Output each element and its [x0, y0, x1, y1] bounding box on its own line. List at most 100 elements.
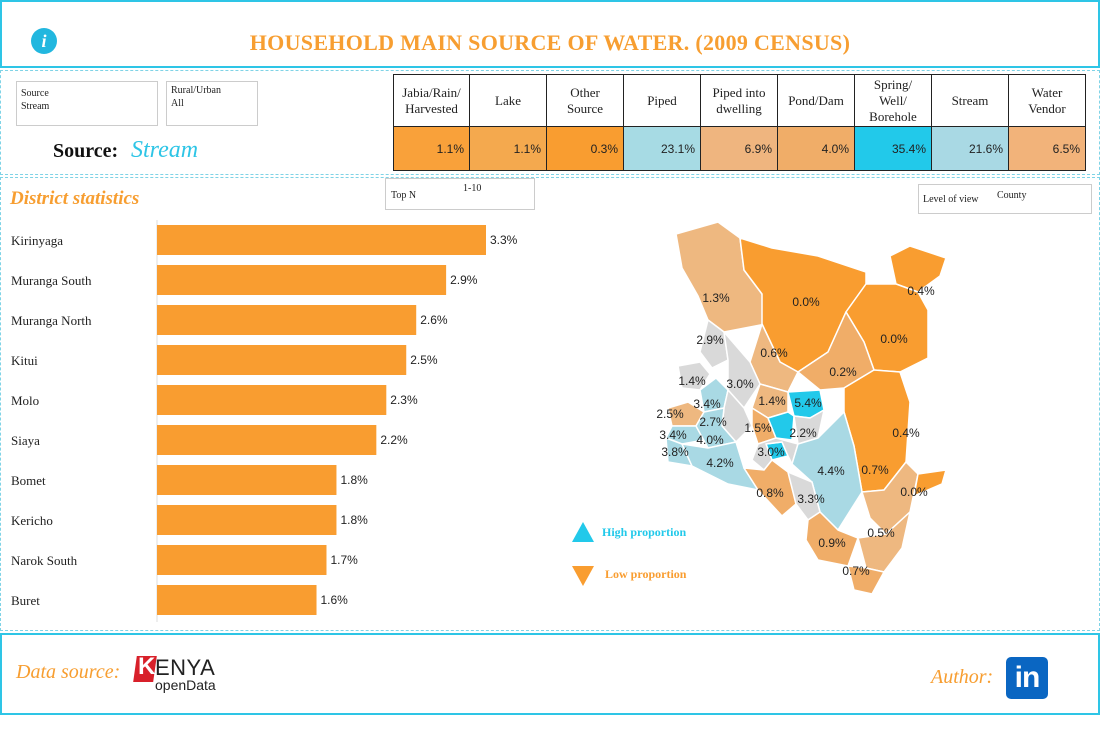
map-value-label: 0.9% [818, 536, 846, 550]
map-value-label: 0.0% [900, 485, 928, 499]
map-value-label: 3.3% [797, 492, 825, 506]
summary-value-cell[interactable]: 21.6% [931, 126, 1009, 171]
top-n-value: 1-10 [463, 183, 482, 194]
bar-category-label: Muranga North [11, 313, 92, 328]
summary-header-cell: Piped into dwelling [700, 74, 778, 127]
author-label: Author: [931, 666, 994, 688]
summary-value-cell[interactable]: 1.1% [393, 126, 470, 171]
low-proportion-icon [572, 566, 594, 586]
summary-table: Jabia/Rain/Harvested Lake Other Source Piped… [393, 74, 1086, 171]
map-value-label: 3.4% [659, 428, 687, 442]
map-region-kitui[interactable] [791, 411, 863, 531]
opendata-logo-text: openData [155, 677, 216, 693]
rural-urban-filter-label: Rural/Urban [171, 85, 221, 96]
summary-header-cell: Other Source [546, 74, 624, 127]
summary-value-cell[interactable]: 23.1% [623, 126, 701, 171]
bar-value-label: 2.2% [380, 433, 408, 447]
legend-low-label: Low proportion [605, 567, 687, 581]
map-region-lamu[interactable] [913, 469, 947, 497]
level-of-view-value: County [997, 190, 1027, 201]
map-value-label: 4.0% [696, 433, 724, 447]
map-region-kisii[interactable] [665, 425, 705, 445]
map-value-label: 1.4% [758, 394, 786, 408]
map-value-label: 2.2% [789, 426, 817, 440]
map-value-label: 1.3% [702, 291, 730, 305]
map-region-machakos[interactable] [751, 437, 799, 471]
top-n-filter[interactable]: Top N 1-10 [385, 178, 535, 210]
map-region-bungoma[interactable] [677, 361, 711, 391]
summary-value-cell[interactable]: 35.4% [854, 126, 932, 171]
source-heading: Source: [53, 140, 119, 162]
bar-buret[interactable] [157, 585, 317, 615]
data-source-label: Data source: [16, 661, 121, 683]
bar-kericho[interactable] [157, 505, 337, 535]
bar-kirinyaga[interactable] [157, 225, 486, 255]
map-value-label: 0.4% [907, 284, 935, 298]
bar-value-label: 1.7% [330, 553, 358, 567]
map-value-label: 0.0% [880, 332, 908, 346]
bar-kitui[interactable] [157, 345, 407, 375]
summary-header-cell: Lake [469, 74, 547, 127]
bar-value-label: 2.3% [390, 393, 418, 407]
summary-value-row: 1.1% 1.1% 0.3% 23.1% 6.9% 4.0% 35.4% 21.6% 6.5% [393, 126, 1086, 171]
map-region-kwale[interactable] [847, 565, 885, 595]
level-of-view-filter[interactable]: Level of view County [918, 184, 1092, 214]
page-title: HOUSEHOLD MAIN SOURCE OF WATER. (2009 CE… [249, 30, 851, 55]
bar-category-label: Kitui [11, 353, 38, 368]
map-value-label: 4.4% [817, 464, 845, 478]
linkedin-icon[interactable]: in [1006, 657, 1048, 699]
bar-muranga-south[interactable] [157, 265, 447, 295]
bar-bomet[interactable] [157, 465, 337, 495]
source-selected-value: Stream [131, 137, 199, 163]
map-value-label: 1.5% [744, 421, 772, 435]
summary-value-cell[interactable]: 6.5% [1008, 126, 1086, 171]
header-banner [0, 0, 1100, 68]
map-value-label: 0.6% [760, 346, 788, 360]
summary-value-cell[interactable]: 6.9% [700, 126, 778, 171]
footer-banner [0, 633, 1100, 715]
map-region-kirinyaga[interactable] [767, 411, 795, 441]
summary-value-cell[interactable]: 1.1% [469, 126, 547, 171]
kenya-map[interactable]: 1.3% 0.0% 0.4% 2.9% 0.0% 0.6% 1.4% 3.0% 0.2% 3.4%… [648, 212, 978, 632]
map-region-west-pokot[interactable] [699, 319, 729, 369]
map-value-label: 1.4% [678, 374, 706, 388]
map-region-isiolo[interactable] [797, 311, 875, 391]
bar-category-label: Bomet [11, 473, 46, 488]
bar-narok-south[interactable] [157, 545, 327, 575]
bar-category-label: Buret [11, 593, 40, 608]
rural-urban-filter-value: All [171, 98, 184, 109]
source-filter[interactable]: Source Stream [16, 81, 158, 126]
kenya-logo-text: ENYA [155, 655, 216, 680]
info-icon[interactable]: i [31, 28, 57, 54]
bar-category-label: Siaya [11, 433, 40, 448]
source-filter-value: Stream [21, 101, 50, 112]
map-value-label: 3.4% [693, 397, 721, 411]
summary-header-cell: Spring/Well/Borehole [854, 74, 932, 127]
map-value-label: 3.0% [726, 377, 754, 391]
kenya-open-data-logo[interactable]: K ENYA openData [133, 653, 233, 695]
summary-header-row: Jabia/Rain/Harvested Lake Other Source Piped… [393, 74, 1086, 127]
bar-molo[interactable] [157, 385, 387, 415]
kenya-logo-k: K [138, 653, 156, 680]
summary-value-cell[interactable]: 0.3% [546, 126, 624, 171]
bar-siaya[interactable] [157, 425, 377, 455]
map-value-label: 0.0% [792, 295, 820, 309]
summary-header-cell: Jabia/Rain/Harvested [393, 74, 470, 127]
map-value-label: 0.7% [861, 463, 889, 477]
source-filter-label: Source [21, 88, 49, 99]
map-value-label: 4.2% [706, 456, 734, 470]
map-region-taita-taveta[interactable] [805, 511, 859, 567]
bar-value-label: 1.8% [340, 473, 368, 487]
rural-urban-filter[interactable]: Rural/Urban All [166, 81, 258, 126]
district-bar-chart: Kirinyaga 3.3% Muranga South 2.9% Muranga No… [11, 220, 518, 622]
map-value-label: 2.7% [699, 415, 727, 429]
bar-category-label: Kirinyaga [11, 233, 63, 248]
bar-muranga-north[interactable] [157, 305, 417, 335]
bar-category-label: Muranga South [11, 273, 92, 288]
map-value-label: 0.4% [892, 426, 920, 440]
summary-header-cell: Stream [931, 74, 1009, 127]
bar-value-label: 2.6% [420, 313, 448, 327]
map-region-embu[interactable] [793, 409, 825, 445]
bar-value-label: 1.8% [340, 513, 368, 527]
summary-value-cell[interactable]: 4.0% [777, 126, 855, 171]
